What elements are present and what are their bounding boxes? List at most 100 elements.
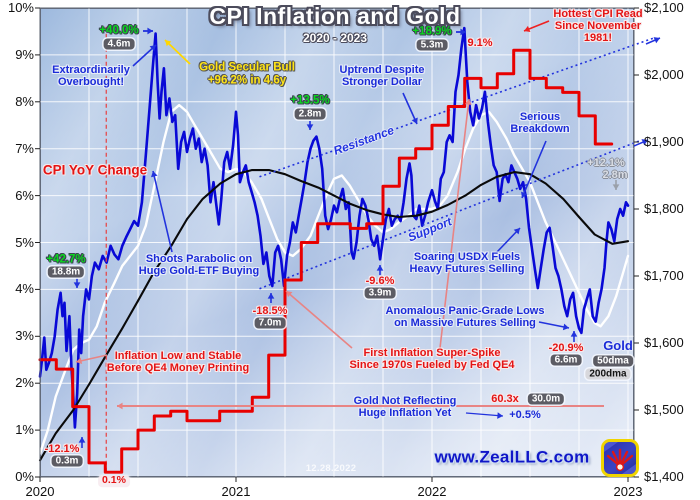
series-gold-200dma bbox=[38, 169, 630, 462]
arrow-head bbox=[149, 45, 156, 52]
arrow-line bbox=[402, 92, 418, 125]
y-axis-left-label: 1% bbox=[15, 422, 34, 438]
annotation-42-7: +42.7% bbox=[46, 253, 86, 266]
y-axis-right-label: $1,800 bbox=[644, 201, 684, 216]
x-axis-label: 2020 bbox=[25, 484, 55, 499]
annotation-30-0m: 30.0m bbox=[527, 393, 565, 405]
annotation-first-inflation-super-spike-sinc: First Inflation Super-Spike Since 1970s … bbox=[349, 346, 515, 371]
chart-title: CPI Inflation and Gold bbox=[209, 3, 461, 29]
y-axis-right-label: $1,600 bbox=[644, 335, 684, 350]
annotation-gold-not-reflecting-huge-inflati: Gold Not Reflecting Huge Inflation Yet bbox=[353, 394, 457, 419]
annotation-9-6: -9.6% bbox=[365, 274, 395, 287]
arrow-head bbox=[286, 291, 293, 298]
annotation-12-28-2022: 12.28.2022 bbox=[305, 462, 357, 474]
arrow-head bbox=[76, 357, 83, 365]
y-axis-left-label: 0% bbox=[15, 469, 34, 484]
zeal-logo-icon bbox=[604, 442, 636, 474]
arrow-head bbox=[497, 412, 503, 419]
y-axis-left-label: 7% bbox=[15, 140, 34, 156]
annotation-40-0: +40.0% bbox=[99, 24, 139, 37]
annotation-6-6m: 6.6m bbox=[550, 354, 582, 366]
x-axis-label: 2023 bbox=[613, 484, 643, 499]
y-axis-right-label: $1,700 bbox=[644, 268, 684, 283]
y-axis-left-label: 2% bbox=[15, 375, 34, 391]
annotation-uptrend-despite-stronger-dollar: Uptrend Despite Stronger Dollar bbox=[339, 63, 425, 88]
y-axis-right-label: $1,900 bbox=[644, 134, 684, 149]
annotation-extraordinarily-overbought: Extraordinarily Overbought! bbox=[52, 63, 130, 88]
annotation-60-3x: 60.3x bbox=[491, 392, 519, 405]
annotation-2-8m: 2.8m bbox=[602, 168, 628, 181]
annotation-13-5: +13.5% bbox=[290, 94, 330, 107]
y-axis-left-label: 9% bbox=[15, 46, 34, 62]
annotation-12-1: -12.1% bbox=[44, 442, 80, 455]
y-axis-right-label: $2,100 bbox=[644, 0, 684, 15]
arrow-head bbox=[612, 184, 620, 190]
y-axis-left-label: 8% bbox=[15, 93, 34, 109]
arrow-head bbox=[641, 139, 648, 146]
annotation-18-8m: 18.8m bbox=[47, 266, 85, 278]
series-cpi-yoy-change bbox=[38, 48, 614, 474]
y-axis-left-label: 6% bbox=[15, 187, 34, 203]
annotation-3-9m: 3.9m bbox=[364, 287, 396, 299]
arrow-head bbox=[267, 293, 275, 299]
y-axis-left-label: 5% bbox=[15, 234, 34, 250]
arrow-head bbox=[165, 40, 172, 47]
annotation-0-3m: 0.3m bbox=[51, 455, 83, 467]
arrow-head bbox=[653, 37, 660, 44]
y-axis-left-label: 10% bbox=[7, 0, 34, 15]
arrow-head bbox=[376, 265, 384, 271]
annotation-cpi-yoy-change: CPI YoY Change bbox=[42, 162, 148, 178]
arrow-line bbox=[521, 140, 547, 199]
arrow-head bbox=[306, 124, 314, 130]
zeal-logo bbox=[601, 439, 639, 477]
y-axis-right-label: $1,400 bbox=[644, 469, 684, 484]
arrow-line bbox=[164, 39, 191, 65]
arrow-head bbox=[562, 323, 569, 331]
arrow-head bbox=[513, 228, 520, 235]
series-gold bbox=[38, 26, 630, 429]
arrow-head bbox=[521, 191, 528, 198]
chart-subtitle: 2020 - 2023 bbox=[302, 31, 368, 45]
annotation-hottest-cpi-read-since-november-: Hottest CPI Read Since November 1981! bbox=[553, 7, 643, 45]
annotation-18-9: +18.9% bbox=[412, 25, 452, 38]
annotation-20-9: -20.9% bbox=[548, 341, 584, 354]
annotation-9-1: 9.1% bbox=[467, 36, 493, 49]
annotation-12-1: +12.1% bbox=[587, 156, 625, 169]
series-gold-50dma bbox=[38, 103, 630, 455]
annotation-www-zealllc-com[interactable]: www.ZealLLC.com bbox=[434, 447, 590, 467]
annotation-50dma: 50dma bbox=[593, 355, 633, 367]
annotation-4-6m: 4.6m bbox=[103, 38, 135, 50]
arrow-line bbox=[465, 412, 504, 417]
arrow-head bbox=[151, 171, 158, 178]
arrow-head bbox=[73, 282, 81, 288]
arrow-head bbox=[78, 437, 86, 443]
trendline-support bbox=[259, 139, 642, 290]
x-axis-label: 2021 bbox=[221, 484, 251, 499]
annotation-5-3m: 5.3m bbox=[416, 39, 448, 51]
annotation-soaring-usdx-fuels-heavy-futures: Soaring USDX Fuels Heavy Futures Selling bbox=[409, 250, 525, 275]
arrow-head bbox=[460, 28, 466, 36]
y-axis-left-label: 4% bbox=[15, 281, 34, 297]
arrow-head bbox=[570, 331, 578, 337]
annotation-inflation-low-and-stable-before-: Inflation Low and Stable Before QE4 Mone… bbox=[106, 349, 250, 374]
x-axis-label: 2022 bbox=[417, 484, 447, 499]
y-axis-left-label: 3% bbox=[15, 328, 34, 344]
annotation-gold: Gold bbox=[603, 337, 633, 353]
arrow-head bbox=[465, 99, 472, 105]
annotation-gold-secular-bull-96-2-in-4-6y: Gold Secular Bull +96.2% in 4.6y bbox=[199, 61, 295, 86]
arrow-head bbox=[147, 27, 153, 35]
annotation-0-5: +0.5% bbox=[509, 408, 541, 421]
arrow-line bbox=[152, 170, 173, 253]
arrow-head bbox=[411, 117, 418, 124]
annotation-200dma: 200dma bbox=[585, 368, 631, 380]
arrow-head bbox=[524, 25, 531, 33]
arrow-line bbox=[285, 290, 353, 349]
y-axis-right-label: $1,500 bbox=[644, 402, 684, 417]
annotation-18-5: -18.5% bbox=[252, 304, 288, 317]
annotation-7-0m: 7.0m bbox=[254, 317, 286, 329]
annotation-anomalous-panic-grade-lows-on-ma: Anomalous Panic-Grade Lows on Massive Fu… bbox=[385, 304, 545, 329]
arrow-head bbox=[117, 402, 123, 410]
annotation-shoots-parabolic-on-huge-gold-et: Shoots Parabolic on Huge Gold-ETF Buying bbox=[138, 252, 260, 277]
